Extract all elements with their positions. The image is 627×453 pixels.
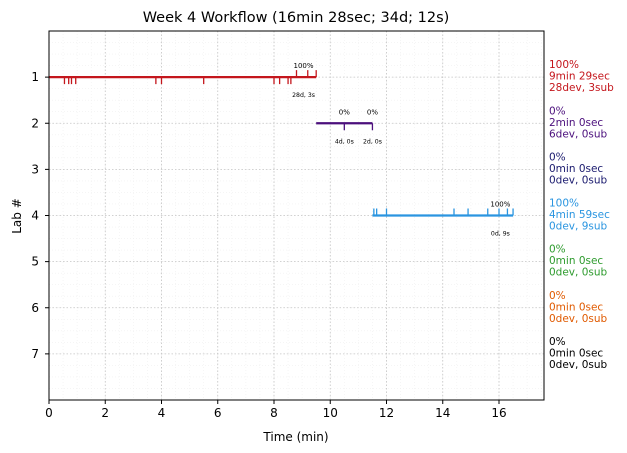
- lab-7-summary-line: 0%: [549, 336, 566, 348]
- x-axis-ticks: 0 2 4 6 8 10 12 14 16: [45, 400, 507, 420]
- x-tick-label: 14: [435, 406, 450, 420]
- lab-2-summary-line: 2min 0sec: [549, 117, 603, 129]
- lab-4-summary-line: 4min 59sec: [549, 209, 610, 221]
- lab-1-lane: 100% 28d, 3s: [49, 62, 317, 99]
- lab-3-summary-line: 0min 0sec: [549, 163, 603, 175]
- y-tick-label: 3: [31, 162, 39, 176]
- lab-1-mark-counts: 28d, 3s: [292, 92, 315, 99]
- lab-2-mark-counts: 2d, 0s: [363, 138, 382, 145]
- lab-4-summary-line: 100%: [549, 198, 579, 210]
- x-tick-label: 8: [270, 406, 278, 420]
- y-axis-ticks: 1 2 3 4 5 6 7: [31, 70, 49, 361]
- y-axis-label: Lab #: [10, 198, 24, 234]
- lab-2-mark-counts: 4d, 0s: [335, 138, 354, 145]
- y-tick-label: 5: [31, 255, 39, 269]
- lab-3-summary-line: 0dev, 0sub: [549, 174, 608, 186]
- lab-1-summary-line: 9min 29sec: [549, 71, 610, 83]
- lab-1-summary-line: 28dev, 3sub: [549, 82, 614, 94]
- lab-2-summary-line: 6dev, 0sub: [549, 128, 608, 140]
- y-tick-label: 4: [31, 209, 39, 223]
- x-tick-label: 2: [101, 406, 109, 420]
- y-tick-label: 2: [31, 116, 39, 130]
- y-tick-label: 7: [31, 347, 39, 361]
- lab-2-summary-line: 0%: [549, 105, 566, 117]
- x-tick-label: 0: [45, 406, 53, 420]
- lab-2-lane: 0% 4d, 0s 0% 2d, 0s: [316, 108, 382, 145]
- chart-title: Week 4 Workflow (16min 28sec; 34d; 12s): [143, 10, 450, 26]
- lab-6-summary-line: 0dev, 0sub: [549, 313, 608, 325]
- x-tick-label: 12: [379, 406, 394, 420]
- lab-4-summary-line: 0dev, 9sub: [549, 221, 608, 233]
- y-tick-label: 1: [31, 70, 39, 84]
- x-tick-label: 16: [491, 406, 506, 420]
- x-tick-label: 4: [158, 406, 166, 420]
- lab-5-summary-line: 0%: [549, 244, 566, 256]
- lab-3-summary-line: 0%: [549, 151, 566, 163]
- lab-7-summary-line: 0min 0sec: [549, 347, 603, 359]
- lab-lanes: 100% 28d, 3s 0% 4d, 0s 0% 2d, 0s 100% 0d, 9s: [49, 62, 514, 238]
- y-tick-label: 6: [31, 301, 39, 315]
- x-tick-label: 10: [323, 406, 338, 420]
- lab-5-summary-line: 0dev, 0sub: [549, 267, 608, 279]
- lab-7-summary-line: 0dev, 0sub: [549, 359, 608, 371]
- x-axis-label: Time (min): [262, 430, 328, 444]
- lab-2-mark-percent: 0%: [367, 108, 378, 116]
- lab-4-lane: 100% 0d, 9s: [372, 201, 514, 238]
- lab-6-summary-line: 0%: [549, 290, 566, 302]
- lab-4-mark-counts: 0d, 9s: [491, 231, 510, 238]
- lab-6-summary-line: 0min 0sec: [549, 301, 603, 313]
- lab-2-mark-percent: 0%: [339, 108, 350, 116]
- lab-1-mark-percent: 100%: [294, 62, 314, 70]
- lab-5-summary-line: 0min 0sec: [549, 255, 603, 267]
- lab-1-summary-line: 100%: [549, 59, 579, 71]
- lab-4-mark-percent: 100%: [490, 201, 510, 209]
- x-tick-label: 6: [214, 406, 222, 420]
